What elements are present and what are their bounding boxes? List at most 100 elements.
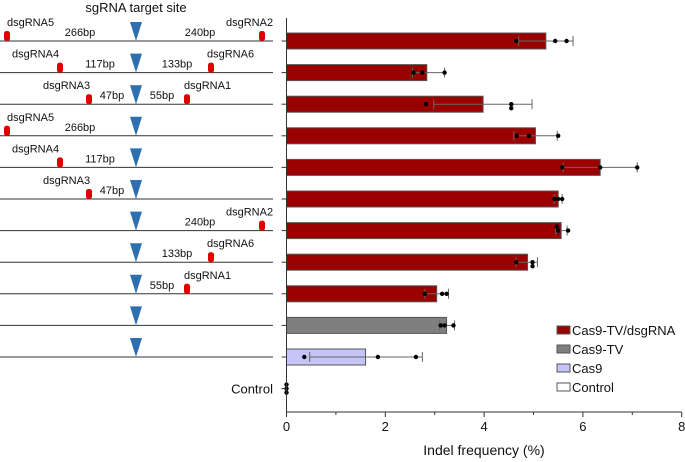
x-axis: 0 2 4 6 8 bbox=[281, 18, 685, 434]
data-point bbox=[439, 291, 445, 296]
legend-swatch bbox=[556, 363, 571, 373]
cut-site-arrowhead-icon bbox=[130, 53, 142, 73]
guide-name: dsgRNA5 bbox=[7, 17, 54, 29]
legend-label: Control bbox=[572, 380, 614, 395]
bar bbox=[286, 127, 536, 145]
x-tick-label: 4 bbox=[480, 419, 487, 434]
data-point bbox=[635, 165, 640, 170]
guide-marker bbox=[208, 252, 214, 263]
cut-site-arrowhead-icon bbox=[130, 243, 142, 263]
data-point bbox=[444, 291, 449, 296]
data-point bbox=[422, 291, 428, 296]
guide-distance: 55bp bbox=[150, 90, 174, 102]
guide-marker bbox=[4, 125, 10, 136]
guide-distance: 240bp bbox=[185, 217, 216, 229]
bar bbox=[286, 222, 562, 240]
data-point bbox=[413, 354, 419, 360]
cut-site-arrowhead-icon bbox=[130, 274, 142, 294]
cut-site-arrowhead-icon bbox=[130, 211, 142, 231]
data-point bbox=[565, 228, 571, 233]
bar bbox=[286, 285, 438, 303]
guide-distance: 117bp bbox=[85, 153, 115, 165]
data-point bbox=[554, 224, 559, 229]
guide-name: dsgRNA4 bbox=[12, 49, 59, 61]
data-point bbox=[302, 354, 307, 360]
bar bbox=[286, 32, 547, 50]
data-point bbox=[530, 264, 535, 269]
guide-name: dsgRNA2 bbox=[226, 17, 273, 29]
cut-site-arrowhead-icon bbox=[130, 338, 142, 357]
x-tick-label: 0 bbox=[283, 419, 290, 434]
legend-swatch bbox=[556, 344, 571, 354]
guide-marker bbox=[184, 283, 190, 294]
guide-marker bbox=[184, 94, 190, 105]
guide-distance: 266bp bbox=[65, 27, 96, 39]
data-point bbox=[553, 38, 558, 44]
guide-distance: 117bp bbox=[85, 59, 115, 71]
x-tick-label: 2 bbox=[382, 419, 389, 434]
diagram-title: sgRNA target site bbox=[85, 0, 186, 15]
x-tick-label: 6 bbox=[579, 419, 586, 434]
row-label-control: Control bbox=[231, 382, 273, 397]
cut-site-arrowhead-icon bbox=[130, 180, 142, 199]
guide-marker bbox=[259, 220, 265, 231]
cut-site-arrowhead-icon bbox=[130, 85, 142, 105]
guide-name: dsgRNA6 bbox=[207, 238, 254, 250]
legend-label: Cas9-TV/dsgRNA bbox=[572, 323, 676, 338]
data-point bbox=[423, 102, 429, 107]
data-point bbox=[564, 38, 569, 44]
legend-swatch bbox=[556, 325, 571, 335]
data-point bbox=[442, 323, 447, 328]
guide-marker bbox=[57, 157, 63, 168]
guide-distance: 55bp bbox=[150, 280, 174, 292]
cut-site-arrowhead-icon bbox=[130, 116, 142, 136]
guide-distance: 133bp bbox=[162, 248, 193, 260]
target-site-diagram: dsgRNA5 266bp dsgRNA2 240bp dsgRNA4 117bp dsgR… bbox=[0, 17, 273, 397]
data-point bbox=[514, 38, 519, 44]
cut-site-arrowhead-icon bbox=[130, 148, 142, 168]
data-point bbox=[411, 70, 416, 75]
guide-distance: 47bp bbox=[100, 90, 124, 102]
legend-label: Cas9-TV bbox=[572, 342, 624, 357]
guide-name: dsgRNA1 bbox=[184, 80, 231, 92]
guide-distance: 47bp bbox=[100, 185, 124, 197]
guide-distance: 240bp bbox=[185, 27, 216, 39]
guide-name: dsgRNA4 bbox=[12, 143, 59, 155]
data-point bbox=[559, 165, 565, 170]
guide-marker bbox=[208, 62, 214, 73]
data-point bbox=[514, 260, 519, 265]
bar-plot bbox=[284, 32, 640, 395]
data-point bbox=[559, 196, 565, 202]
guide-name: dsgRNA5 bbox=[7, 112, 54, 124]
guide-name: dsgRNA6 bbox=[207, 49, 254, 61]
bar bbox=[286, 190, 559, 208]
legend-label: Cas9 bbox=[572, 361, 602, 376]
guide-marker bbox=[86, 189, 92, 199]
data-point bbox=[556, 196, 561, 202]
data-point bbox=[530, 260, 535, 265]
guide-name: dsgRNA2 bbox=[226, 207, 273, 219]
data-point bbox=[514, 133, 519, 138]
data-point bbox=[597, 165, 603, 170]
guide-marker bbox=[4, 31, 10, 41]
data-point bbox=[509, 102, 514, 107]
guide-marker bbox=[86, 94, 92, 105]
cut-site-arrowhead-icon bbox=[130, 22, 142, 41]
data-point bbox=[375, 354, 381, 360]
guide-name: dsgRNA3 bbox=[43, 80, 90, 92]
guide-distance: 133bp bbox=[162, 59, 193, 71]
data-point bbox=[552, 196, 557, 202]
x-axis-label: Indel frequency (%) bbox=[423, 442, 544, 458]
x-tick-label: 8 bbox=[678, 419, 685, 434]
guide-name: dsgRNA1 bbox=[184, 270, 231, 282]
data-point bbox=[556, 133, 561, 138]
data-point bbox=[438, 323, 443, 328]
guide-name: dsgRNA3 bbox=[43, 175, 90, 187]
cut-site-arrowhead-icon bbox=[130, 306, 142, 326]
bar bbox=[286, 64, 428, 82]
guide-marker bbox=[259, 31, 265, 41]
guide-distance: 266bp bbox=[65, 122, 96, 134]
bar bbox=[286, 316, 448, 334]
data-point bbox=[556, 228, 561, 233]
